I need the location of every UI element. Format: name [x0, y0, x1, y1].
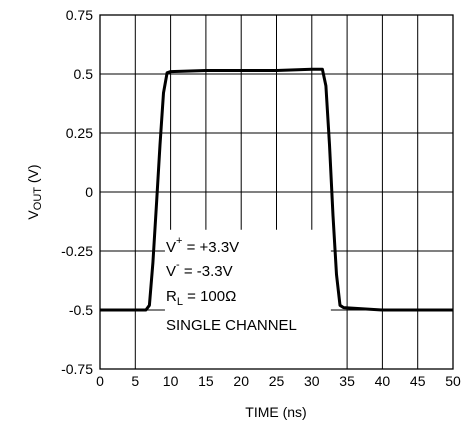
- annotation-vplus-value: = +3.3V: [182, 239, 239, 256]
- series-group: [100, 67, 453, 312]
- annotation-vplus-main: V: [166, 239, 176, 256]
- x-tick-label: 15: [198, 373, 214, 389]
- x-tick-label: 20: [233, 373, 249, 389]
- y-tick-label: 0.75: [66, 7, 93, 23]
- y-tick-label: 0.25: [66, 125, 93, 141]
- x-tick-labels: 0 5 10 15 20 25 30 35 40 45 50: [96, 373, 461, 389]
- annotation-rl: RL = 100Ω: [166, 288, 236, 308]
- annotation-vminus-main: V: [166, 263, 176, 280]
- y-tick-label: -0.5: [69, 302, 93, 318]
- x-tick-label: 0: [96, 373, 104, 389]
- annotation-rl-main: R: [166, 288, 177, 305]
- y-axis-title-unit: (V): [25, 164, 41, 187]
- annotations: V+ = +3.3V V- = -3.3V RL = 100Ω SINGLE C…: [166, 235, 297, 334]
- annotation-background: [164, 229, 331, 372]
- y-tick-labels: 0.75 0.5 0.25 0 -0.25 -0.5 -0.75: [61, 7, 93, 377]
- annotation-vplus: V+ = +3.3V: [166, 235, 239, 256]
- y-tick-label: 0.5: [74, 66, 94, 82]
- x-tick-label: 40: [375, 373, 391, 389]
- y-tick-label: -0.25: [61, 243, 93, 259]
- series-line: [100, 67, 453, 312]
- annotation-mode: SINGLE CHANNEL: [166, 317, 297, 334]
- y-axis-title-sub: OUT: [32, 187, 44, 211]
- plot-frame: [99, 14, 454, 370]
- x-tick-label: 50: [445, 373, 461, 389]
- x-tick-label: 30: [304, 373, 320, 389]
- x-tick-label: 5: [131, 373, 139, 389]
- y-tick-label: 0: [85, 184, 93, 200]
- x-tick-label: 25: [269, 373, 285, 389]
- x-tick-label: 35: [339, 373, 355, 389]
- annotation-vminus-sup: -: [176, 259, 180, 271]
- y-tick-label: -0.75: [61, 361, 93, 377]
- y-axis-title: VOUT (V): [25, 164, 44, 219]
- annotation-vplus-sup: +: [176, 235, 182, 247]
- annotation-rl-sub: L: [177, 296, 183, 308]
- annotation-vminus: V- = -3.3V: [166, 259, 233, 280]
- annotation-vminus-value: = -3.3V: [180, 263, 233, 280]
- x-axis-title: TIME (ns): [245, 404, 306, 420]
- y-axis-title-main: V: [25, 210, 41, 220]
- x-tick-label: 45: [410, 373, 426, 389]
- annotation-rl-value: = 100Ω: [183, 288, 236, 305]
- x-tick-label: 10: [163, 373, 179, 389]
